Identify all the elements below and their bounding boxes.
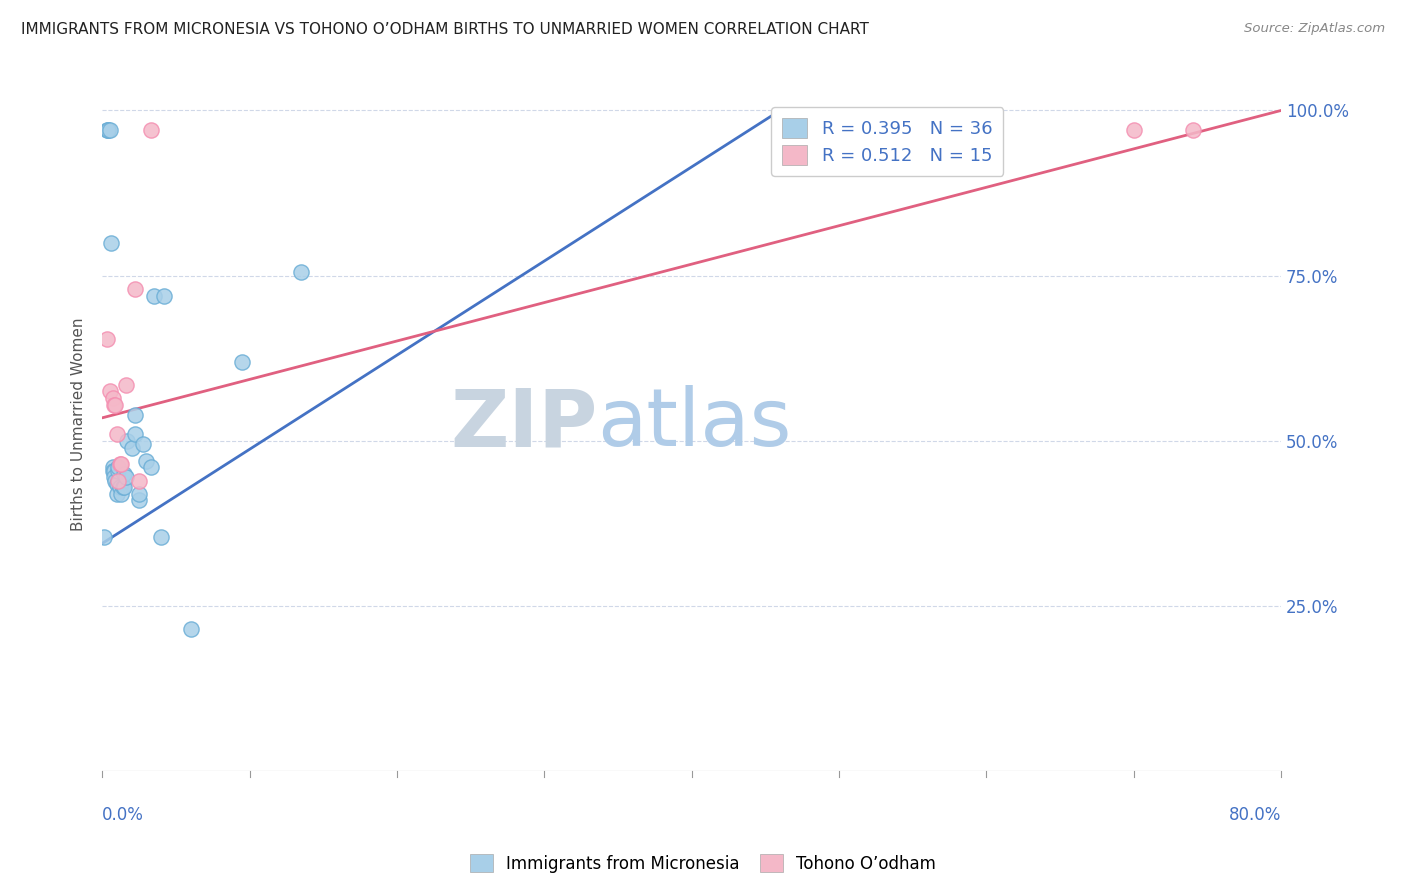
Point (96, 332, 118, 346)
Point (108, 480, 131, 494)
Point (180, 623, 202, 637)
Point (98, 123, 121, 137)
Point (107, 464, 129, 478)
Point (290, 265, 312, 279)
Point (150, 530, 173, 544)
Point (142, 288, 165, 302)
Point (93, 530, 115, 544)
Point (112, 480, 135, 494)
Point (103, 470, 125, 484)
Text: IMMIGRANTS FROM MICRONESIA VS TOHONO O’ODHAM BIRTHS TO UNMARRIED WOMEN CORRELATI: IMMIGRANTS FROM MICRONESIA VS TOHONO O’O… (21, 22, 869, 37)
Point (104, 398, 127, 412)
Point (103, 464, 125, 478)
Point (110, 457, 132, 471)
Point (104, 474, 127, 488)
Point (124, 427, 146, 442)
Point (135, 454, 157, 468)
Point (132, 437, 155, 451)
Point (153, 288, 176, 302)
Point (97, 123, 120, 137)
Point (117, 434, 139, 448)
Point (128, 487, 150, 501)
Point (107, 474, 129, 488)
Point (105, 477, 128, 491)
Point (101, 464, 124, 478)
Point (100, 235, 122, 250)
Text: ZIP: ZIP (450, 385, 598, 464)
Point (101, 391, 124, 405)
Point (107, 460, 129, 475)
Point (121, 441, 143, 455)
Point (105, 427, 128, 442)
Text: Source: ZipAtlas.com: Source: ZipAtlas.com (1244, 22, 1385, 36)
Point (114, 377, 136, 392)
Text: 80.0%: 80.0% (1229, 805, 1281, 824)
Point (103, 398, 125, 412)
Point (124, 282, 146, 296)
Point (139, 460, 162, 475)
Point (111, 480, 134, 494)
Point (139, 123, 162, 137)
Point (128, 474, 150, 488)
Point (128, 493, 150, 508)
Point (110, 487, 132, 501)
Point (1181, 123, 1204, 137)
Point (124, 408, 146, 422)
Legend: R = 0.395   N = 36, R = 0.512   N = 15: R = 0.395 N = 36, R = 0.512 N = 15 (772, 107, 1004, 176)
Text: 0.0%: 0.0% (103, 805, 143, 824)
Point (114, 470, 136, 484)
Point (112, 467, 135, 481)
Point (1122, 123, 1144, 137)
Y-axis label: Births to Unmarried Women: Births to Unmarried Women (72, 318, 86, 532)
Text: atlas: atlas (598, 385, 792, 464)
Point (108, 457, 131, 471)
Point (101, 460, 124, 475)
Legend: Immigrants from Micronesia, Tohono O’odham: Immigrants from Micronesia, Tohono O’odh… (463, 847, 943, 880)
Point (97, 123, 120, 137)
Point (96, 123, 118, 137)
Point (98, 384, 121, 399)
Point (231, 354, 253, 368)
Point (105, 487, 128, 501)
